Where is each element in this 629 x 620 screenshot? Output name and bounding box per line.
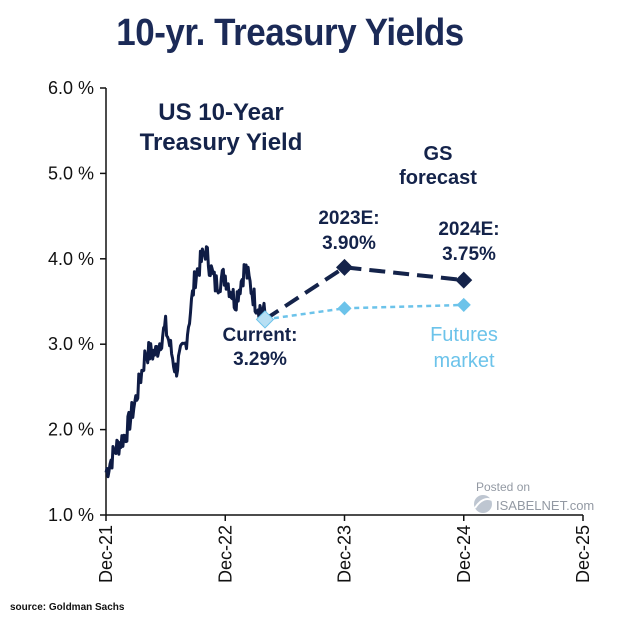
watermark: Posted on ISABELNET.com <box>474 480 594 513</box>
isabelnet-logo-icon <box>474 495 492 513</box>
y-tick-label: 2.0 % <box>48 420 94 440</box>
label-current-line1: Current: <box>223 325 298 346</box>
x-ticks: Dec-21 Dec-22 Dec-23 Dec-24 Dec-25 <box>96 515 593 583</box>
x-tick-label: Dec-23 <box>335 525 355 583</box>
label-futures-line1: Futures <box>430 324 498 346</box>
y-tick-label: 1.0 % <box>48 505 94 525</box>
gs-forecast-line1: GS <box>424 143 453 165</box>
gs-forecast-marker <box>455 271 473 289</box>
futures-marker <box>337 301 352 316</box>
gs-forecast-line2: forecast <box>399 167 477 189</box>
y-tick-label: 4.0 % <box>48 249 94 269</box>
y-tick-label: 3.0 % <box>48 334 94 354</box>
x-tick-label: Dec-25 <box>573 525 593 583</box>
source-note: source: Goldman Sachs <box>10 602 125 613</box>
series-layer <box>104 245 473 479</box>
y-tick-label: 5.0 % <box>48 163 94 183</box>
x-tick-label: Dec-22 <box>215 525 235 583</box>
x-tick-label: Dec-24 <box>454 525 474 583</box>
watermark-line2: ISABELNET.com <box>496 498 594 513</box>
y-tick-label: 6.0 % <box>48 78 94 98</box>
label-current-line2: 3.29% <box>233 349 287 370</box>
isabelnet-logo-swoosh-icon <box>474 498 493 509</box>
page-title: 10-yr. Treasury Yields <box>116 12 464 54</box>
label-2024e-line1: 2024E: <box>438 219 499 240</box>
y-ticks: 1.0 % 2.0 % 3.0 % 4.0 % 5.0 % 6.0 % <box>48 78 106 525</box>
series-line-futures-market <box>264 303 464 321</box>
gs-forecast-marker <box>336 258 353 276</box>
chart-label-line2: Treasury Yield <box>140 129 303 156</box>
series-line-gs-forecast <box>263 265 465 322</box>
chart-label-line1: US 10-Year <box>158 99 283 126</box>
label-2024e-line2: 3.75% <box>442 244 496 265</box>
futures-marker <box>456 297 471 312</box>
label-2023e-line1: 2023E: <box>318 208 379 229</box>
label-2023e-line2: 3.90% <box>322 233 376 254</box>
label-futures-line2: market <box>433 350 495 372</box>
watermark-line1: Posted on <box>476 480 530 494</box>
series-line-treasury-yield <box>104 245 267 479</box>
current-marker <box>255 310 275 329</box>
annotations: US 10-Year Treasury Yield GS forecast 20… <box>140 99 500 372</box>
x-tick-label: Dec-21 <box>96 525 116 583</box>
